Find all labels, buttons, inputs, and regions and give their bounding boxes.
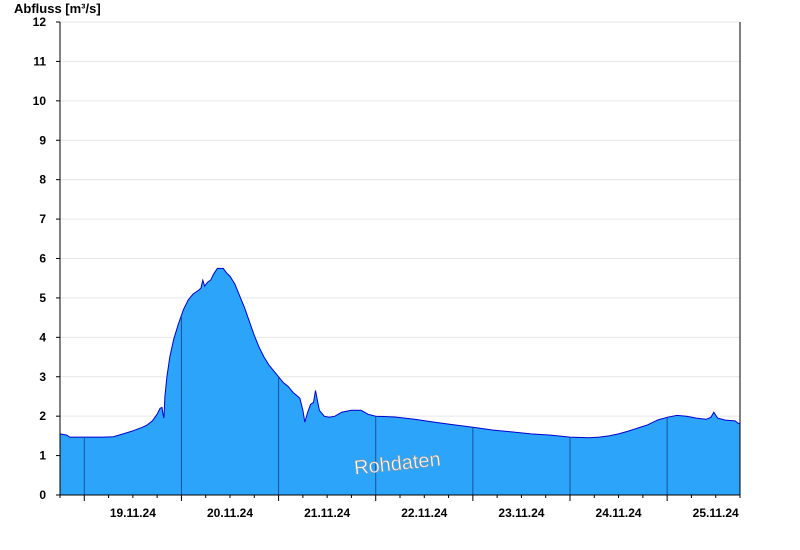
discharge-line [59, 267, 740, 439]
day-divider-lines [83, 315, 668, 495]
x-tick-label: 22.11.24 [401, 506, 447, 520]
y-tick-label: 7 [39, 212, 46, 226]
y-tick-label: 1 [39, 449, 46, 463]
y-tick-label: 3 [39, 370, 46, 384]
y-tick-label: 9 [39, 133, 46, 147]
x-tick-label: 23.11.24 [498, 506, 544, 520]
y-tick-label: 2 [39, 409, 46, 423]
y-tick-label: 4 [39, 330, 46, 344]
x-tick-label: 20.11.24 [207, 506, 253, 520]
x-tick-label: 24.11.24 [596, 506, 642, 520]
y-tick-label: 11 [33, 54, 46, 68]
x-tick-label: 21.11.24 [304, 506, 350, 520]
y-axis-label: Abfluss [m³/s] [14, 1, 101, 16]
y-tick-label: 8 [39, 173, 46, 187]
y-tick-label: 10 [33, 94, 47, 108]
x-tick-label: 19.11.24 [110, 506, 156, 520]
x-tick-label: 25.11.24 [693, 506, 739, 520]
y-tick-label: 5 [39, 291, 46, 305]
y-tick-label: 6 [39, 252, 46, 266]
y-tick-label: 0 [39, 488, 46, 502]
x-tick-labels: 19.11.24 20.11.24 21.11.24 22.11.24 23.11.24… [59, 495, 741, 520]
grid-lines [60, 21, 740, 457]
y-tick-label: 12 [33, 15, 47, 29]
